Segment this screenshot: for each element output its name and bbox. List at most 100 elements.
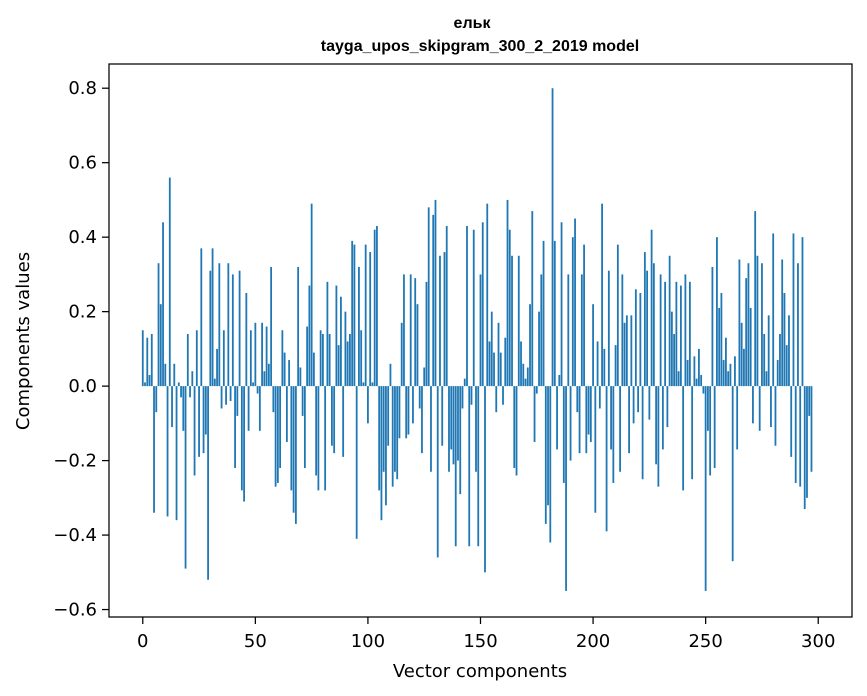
bar bbox=[664, 281, 667, 387]
bar bbox=[675, 281, 678, 387]
bar bbox=[725, 337, 727, 387]
bar bbox=[745, 278, 748, 387]
bar bbox=[394, 386, 396, 472]
bar bbox=[542, 240, 545, 387]
bar bbox=[267, 363, 270, 387]
bar bbox=[270, 266, 273, 387]
bar bbox=[668, 255, 671, 387]
bar bbox=[276, 386, 279, 483]
bar bbox=[754, 211, 757, 387]
bar bbox=[443, 252, 446, 387]
bar bbox=[355, 386, 358, 539]
bar bbox=[425, 281, 428, 387]
bar bbox=[533, 386, 536, 442]
bar bbox=[445, 225, 448, 387]
bar bbox=[772, 233, 775, 387]
bar bbox=[659, 274, 662, 387]
bar bbox=[335, 285, 338, 387]
bar bbox=[326, 281, 329, 387]
bar bbox=[367, 386, 369, 424]
bar bbox=[648, 386, 651, 420]
bar bbox=[382, 386, 385, 472]
bar bbox=[396, 386, 399, 480]
bar bbox=[299, 367, 302, 387]
bar bbox=[781, 259, 784, 387]
bar bbox=[261, 322, 263, 387]
bar bbox=[535, 386, 538, 394]
bar bbox=[515, 386, 518, 476]
y-tick-label: −0.4 bbox=[53, 525, 97, 546]
bar bbox=[146, 337, 149, 387]
bar bbox=[603, 348, 606, 387]
bar bbox=[236, 386, 239, 416]
bar bbox=[729, 363, 732, 387]
bar bbox=[258, 386, 261, 431]
bar bbox=[731, 386, 734, 562]
bar bbox=[150, 333, 153, 387]
bar bbox=[254, 322, 257, 387]
bar bbox=[776, 360, 779, 387]
bar bbox=[693, 356, 696, 387]
bar bbox=[400, 322, 403, 387]
bar bbox=[770, 386, 772, 428]
y-tick-label: 0.6 bbox=[68, 153, 97, 174]
bar bbox=[709, 386, 712, 476]
bar bbox=[218, 263, 221, 387]
bar bbox=[607, 270, 610, 387]
bar-series bbox=[141, 88, 813, 591]
bar bbox=[387, 386, 390, 446]
y-axis-ticks: −0.6 −0.4 −0.2 0.0 0.2 0.4 0.6 0.8 bbox=[53, 78, 109, 621]
bar bbox=[643, 252, 646, 387]
bar bbox=[562, 386, 565, 483]
bar bbox=[247, 386, 250, 431]
bar bbox=[297, 266, 300, 387]
bar bbox=[587, 386, 590, 435]
bar bbox=[707, 386, 709, 431]
bar bbox=[524, 378, 527, 387]
bar bbox=[553, 240, 556, 387]
bar bbox=[495, 386, 498, 413]
bar bbox=[621, 274, 624, 387]
bar bbox=[698, 348, 700, 387]
y-tick-label: −0.2 bbox=[53, 451, 97, 472]
bar bbox=[655, 386, 658, 465]
plot-frame bbox=[108, 63, 853, 618]
bar bbox=[610, 386, 612, 450]
bar bbox=[427, 207, 430, 387]
bar bbox=[794, 386, 797, 483]
bar bbox=[558, 374, 561, 387]
bar bbox=[373, 229, 376, 387]
bar bbox=[430, 386, 432, 472]
bar bbox=[141, 330, 144, 387]
bar bbox=[376, 225, 378, 387]
bar bbox=[213, 378, 216, 387]
bar bbox=[722, 360, 725, 387]
bar bbox=[556, 386, 558, 450]
bar bbox=[466, 225, 468, 387]
bar bbox=[317, 386, 320, 491]
bar bbox=[346, 341, 349, 387]
bar bbox=[439, 255, 441, 387]
bar bbox=[601, 203, 603, 387]
bar bbox=[567, 274, 570, 387]
bar bbox=[583, 244, 585, 387]
bar bbox=[164, 363, 167, 387]
bar bbox=[349, 333, 351, 387]
bar bbox=[385, 386, 387, 506]
bar bbox=[315, 386, 318, 476]
bar bbox=[711, 266, 714, 387]
bar bbox=[569, 386, 572, 461]
bar bbox=[504, 337, 507, 387]
bar bbox=[758, 386, 761, 431]
bar bbox=[472, 229, 475, 387]
bar bbox=[628, 386, 630, 454]
bar bbox=[632, 386, 635, 424]
bar bbox=[497, 322, 500, 387]
bar bbox=[560, 222, 563, 387]
chart-subtitle: tayga_upos_skipgram_300_2_2019 model bbox=[321, 38, 639, 55]
bar bbox=[767, 315, 770, 387]
bar bbox=[412, 386, 414, 424]
bar bbox=[650, 229, 653, 387]
bar bbox=[508, 229, 511, 387]
y-tick-label: 0.0 bbox=[68, 376, 97, 397]
